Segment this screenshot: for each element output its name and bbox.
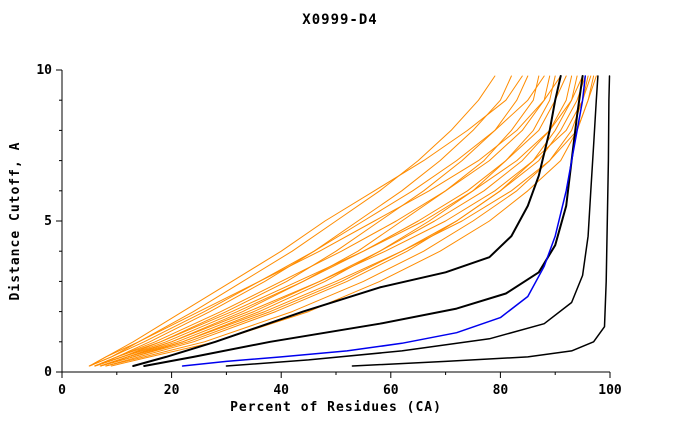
x-tick-label: 40 xyxy=(273,383,289,398)
x-axis-label: Percent of Residues (CA) xyxy=(230,400,442,415)
curve-model-orange-09 xyxy=(88,75,562,367)
y-tick-label: 0 xyxy=(44,365,52,380)
x-tick-label: 80 xyxy=(493,383,509,398)
curve-model-orange-11 xyxy=(99,75,573,367)
x-tick-label: 20 xyxy=(164,383,180,398)
curve-model-orange-18 xyxy=(99,75,597,367)
curve-model-black-03 xyxy=(225,75,599,367)
curve-model-blue-01 xyxy=(181,75,587,367)
axis-ticks xyxy=(56,69,611,378)
y-tick-label: 5 xyxy=(44,214,52,229)
curve-model-orange-03 xyxy=(88,75,523,367)
curve-model-orange-06 xyxy=(88,75,545,367)
chart-title: X0999-D4 xyxy=(302,12,378,28)
x-tick-label: 0 xyxy=(58,383,66,398)
curve-model-orange-15 xyxy=(105,75,589,367)
y-tick-label: 10 xyxy=(36,63,52,78)
model-curves xyxy=(88,75,611,367)
tick-labels: 0 20 40 60 80 100 0 5 10 xyxy=(36,63,622,398)
curve-model-orange-07 xyxy=(94,75,551,367)
curve-model-black-01 xyxy=(132,75,562,367)
x-tick-label: 60 xyxy=(383,383,399,398)
curve-model-orange-13 xyxy=(94,75,584,367)
curve-model-orange-16 xyxy=(94,75,592,367)
curve-model-orange-02 xyxy=(94,75,512,367)
x-tick-label: 100 xyxy=(598,383,622,398)
curve-model-black-04 xyxy=(351,75,611,367)
curve-model-orange-14 xyxy=(99,75,586,367)
curve-model-orange-10 xyxy=(94,75,567,367)
